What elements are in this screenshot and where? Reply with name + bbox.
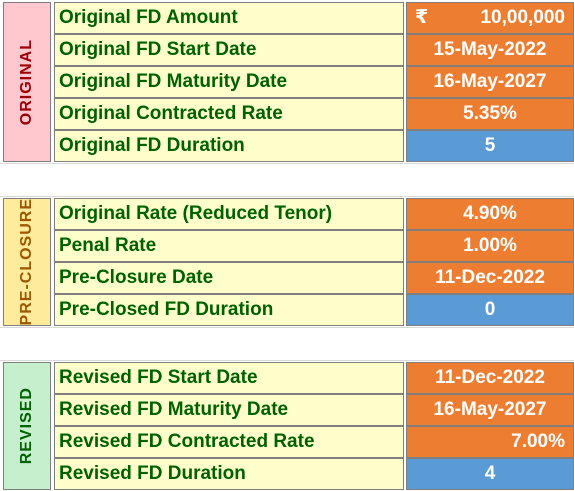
pre-closed-fd-duration-value[interactable]: 0: [406, 294, 574, 326]
original-fd-amount-label[interactable]: Original FD Amount: [54, 2, 404, 34]
section-label-preclosure-text: PRE-CLOSURE: [18, 198, 35, 326]
pre-closure-date-label[interactable]: Pre-Closure Date: [54, 262, 404, 294]
pre-closed-fd-duration-label[interactable]: Pre-Closed FD Duration: [54, 294, 404, 326]
section-label-original: ORIGINAL: [3, 2, 51, 162]
penal-rate-label[interactable]: Penal Rate: [54, 230, 404, 262]
original-fd-maturity-date-label[interactable]: Original FD Maturity Date: [54, 66, 404, 98]
section-label-revised-text: REVISED: [18, 387, 35, 465]
original-fd-start-date-label[interactable]: Original FD Start Date: [54, 34, 404, 66]
revised-fd-maturity-date-label[interactable]: Revised FD Maturity Date: [54, 394, 404, 426]
spacer-row-2[interactable]: [0, 327, 574, 361]
original-fd-duration-value[interactable]: 5: [406, 130, 574, 162]
revised-fd-contracted-rate-label[interactable]: Revised FD Contracted Rate: [54, 426, 404, 458]
original-fd-maturity-date-value[interactable]: 16-May-2027: [406, 66, 574, 98]
original-rate-reduced-tenor-label[interactable]: Original Rate (Reduced Tenor): [54, 198, 404, 230]
rupee-symbol: ₹: [415, 7, 429, 28]
revised-fd-duration-label[interactable]: Revised FD Duration: [54, 458, 404, 490]
original-fd-start-date-value[interactable]: 15-May-2022: [406, 34, 574, 66]
spacer-row-1[interactable]: [0, 163, 574, 197]
revised-fd-duration-value[interactable]: 4: [406, 458, 574, 490]
pre-closure-date-value[interactable]: 11-Dec-2022: [406, 262, 574, 294]
original-fd-amount-value[interactable]: ₹ 10,00,000: [406, 2, 574, 34]
section-label-original-text: ORIGINAL: [18, 38, 35, 126]
section-label-preclosure: PRE-CLOSURE: [3, 198, 51, 326]
original-contracted-rate-value[interactable]: 5.35%: [406, 98, 574, 130]
revised-fd-start-date-label[interactable]: Revised FD Start Date: [54, 362, 404, 394]
original-rate-reduced-tenor-value[interactable]: 4.90%: [406, 198, 574, 230]
revised-fd-start-date-value[interactable]: 11-Dec-2022: [406, 362, 574, 394]
original-fd-amount-number: 10,00,000: [480, 7, 565, 28]
penal-rate-value[interactable]: 1.00%: [406, 230, 574, 262]
revised-fd-contracted-rate-value[interactable]: 7.00%: [406, 426, 574, 458]
revised-fd-maturity-date-value[interactable]: 16-May-2027: [406, 394, 574, 426]
section-label-revised: REVISED: [3, 362, 51, 490]
original-contracted-rate-label[interactable]: Original Contracted Rate: [54, 98, 404, 130]
original-fd-duration-label[interactable]: Original FD Duration: [54, 130, 404, 162]
